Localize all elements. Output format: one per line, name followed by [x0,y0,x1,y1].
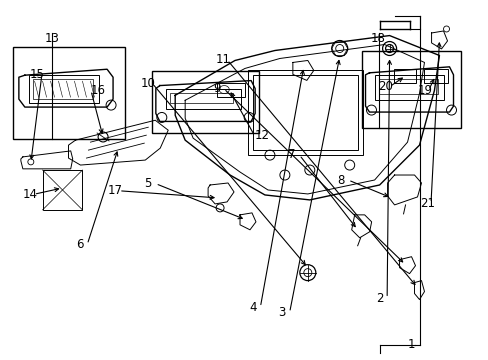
Polygon shape [68,120,168,165]
Text: 19: 19 [417,84,432,97]
Bar [375,75,443,100]
Text: 15: 15 [30,68,45,81]
Text: 18: 18 [370,32,385,45]
Bar [42,170,82,210]
Text: 6: 6 [76,238,83,251]
Bar [423,69,447,83]
Polygon shape [240,213,255,230]
Bar [169,93,233,103]
Polygon shape [156,81,255,121]
Text: 11: 11 [215,53,230,66]
Text: 7: 7 [288,148,295,161]
Polygon shape [365,67,452,112]
Bar [165,89,241,109]
Polygon shape [19,69,113,107]
Text: 1: 1 [407,338,414,351]
Text: 16: 16 [91,84,106,97]
Text: 3: 3 [278,306,285,319]
Text: 8: 8 [336,174,344,186]
Text: 9: 9 [212,82,220,95]
Text: 21: 21 [419,197,434,210]
Text: 17: 17 [108,184,122,197]
Bar [13,47,125,139]
Bar [379,79,437,94]
Text: 12: 12 [254,129,269,142]
Polygon shape [292,60,313,80]
Text: 4: 4 [249,301,256,314]
Text: 10: 10 [141,77,156,90]
Text: 13: 13 [44,32,59,45]
Text: 5: 5 [144,177,152,190]
Polygon shape [387,175,421,205]
Bar [393,69,415,83]
Polygon shape [21,151,73,169]
Polygon shape [414,280,424,300]
Text: 20: 20 [378,80,393,93]
Bar [29,75,99,103]
Bar [217,82,244,96]
Bar [247,71,362,155]
Bar [152,71,259,134]
Bar [252,75,357,150]
Text: 14: 14 [22,188,38,201]
Polygon shape [399,257,415,274]
Polygon shape [431,31,447,49]
Polygon shape [351,215,371,238]
Bar [33,79,93,99]
Polygon shape [175,36,439,200]
Text: 2: 2 [375,292,383,305]
Bar [361,51,461,128]
Polygon shape [208,183,234,204]
